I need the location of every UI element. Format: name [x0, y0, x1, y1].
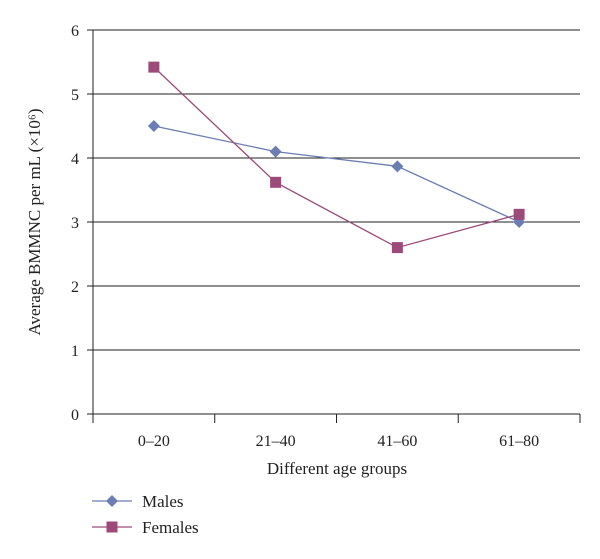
data-point-males [147, 120, 160, 132]
x-tick-label: 61–80 [499, 433, 539, 450]
x-axis-title: Different age groups [267, 459, 407, 478]
series-line-males [153, 125, 520, 223]
y-tick-label: 1 [71, 343, 79, 360]
legend-marker-males [106, 495, 118, 507]
y-tick-label: 2 [71, 279, 79, 296]
legend-label-females: Females [142, 518, 199, 537]
data-point-females [148, 61, 160, 73]
y-tick-label: 0 [71, 407, 79, 424]
y-axis-title: Average BMMNC per mL (×10⁶) [25, 108, 44, 335]
data-point-males [391, 160, 404, 173]
legend-marker-females [106, 521, 118, 533]
data-point-females [391, 242, 403, 254]
data-point-males [269, 145, 282, 158]
axes [87, 29, 581, 423]
data-point-females [270, 176, 282, 188]
series-line-females [153, 66, 520, 249]
y-tick-label: 6 [71, 23, 79, 40]
y-tick-label: 3 [71, 215, 79, 232]
x-tick-label: 21–40 [256, 433, 296, 450]
gridlines [93, 29, 580, 351]
x-tick-labels: 0–20 21–40 41–60 61–80 [138, 433, 539, 450]
series-group [147, 61, 526, 254]
legend-label-males: Males [142, 492, 184, 511]
x-tick-label: 0–20 [138, 433, 170, 450]
y-tick-labels: 0 1 2 3 4 5 6 [71, 23, 79, 424]
x-tick-label: 41–60 [377, 433, 417, 450]
data-point-females [513, 208, 525, 220]
legend: Males Females [92, 492, 199, 537]
y-tick-label: 5 [71, 87, 79, 104]
y-tick-label: 4 [71, 151, 79, 168]
